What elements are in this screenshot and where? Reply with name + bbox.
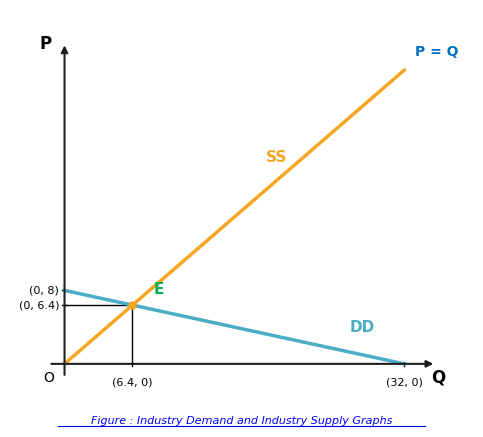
- Text: Q: Q: [431, 369, 445, 387]
- Text: P = Q: P = Q: [415, 45, 458, 59]
- Text: O: O: [43, 371, 54, 385]
- Text: (32, 0): (32, 0): [386, 378, 423, 388]
- Text: (6.4, 0): (6.4, 0): [112, 378, 153, 388]
- Text: Figure : Industry Demand and Industry Supply Graphs: Figure : Industry Demand and Industry Su…: [91, 416, 392, 426]
- Text: (0, 6.4): (0, 6.4): [19, 300, 59, 310]
- Text: E: E: [154, 282, 164, 297]
- Text: SS: SS: [266, 150, 287, 165]
- Text: DD: DD: [349, 320, 374, 335]
- Text: P: P: [39, 35, 52, 53]
- Text: (0, 8): (0, 8): [29, 285, 59, 295]
